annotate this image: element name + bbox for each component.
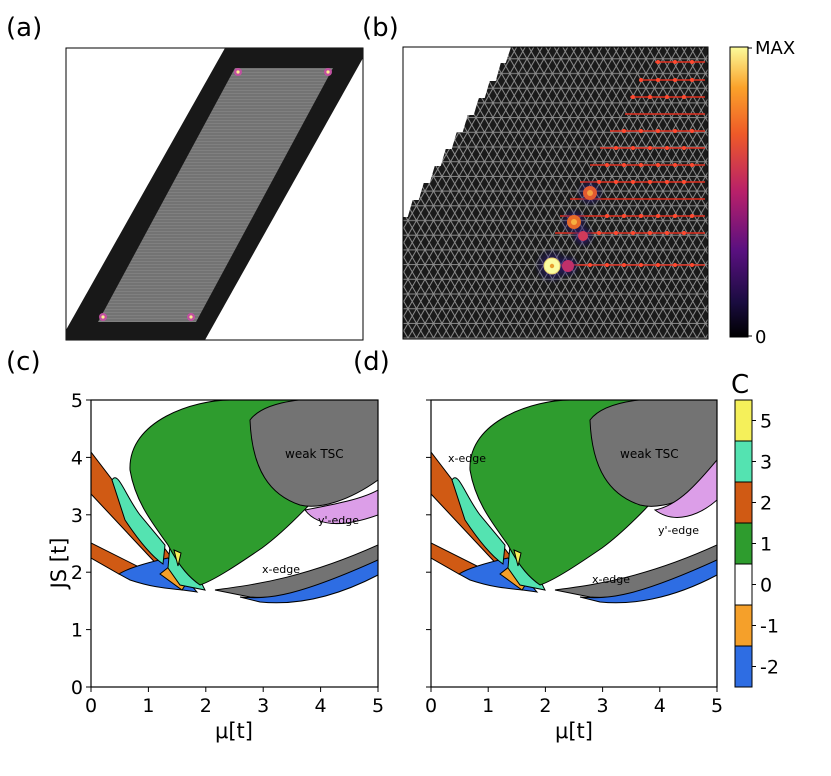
chern-cell--2 — [734, 645, 753, 688]
panel-b-frame — [402, 46, 709, 340]
chern-colorbar-cells: 5 3 2 1 0 -1 -2 — [734, 399, 779, 688]
intensity-colorbar — [729, 46, 749, 338]
x-axis-label-c: μ[t] — [215, 719, 253, 743]
chern-cell-2 — [734, 481, 753, 524]
region-yprime-edge-d — [653, 459, 717, 518]
corner-mode-density — [534, 179, 604, 284]
colorbar-max-label: MAX — [755, 38, 795, 59]
x-tick-label: 4 — [315, 695, 327, 717]
chern-colorbar-title: C — [731, 370, 749, 400]
region-c5 — [173, 549, 182, 567]
region-minus2-right — [239, 559, 378, 604]
chern-label: -1 — [760, 616, 779, 638]
x-tick-label: 5 — [372, 695, 384, 717]
y-tick-label: 0 — [71, 677, 83, 699]
x-tick-label: 1 — [142, 695, 154, 717]
chern-cell-5 — [734, 399, 753, 442]
panel-d: (d) weak TSC x-edge y'-edge x-edge 0 1 2 3 4… — [353, 347, 723, 743]
y-axis-c: 0 1 2 3 4 5 — [71, 390, 91, 699]
chern-label: 5 — [760, 411, 772, 433]
plot-c-frame — [90, 399, 379, 688]
y-tick-label: 5 — [71, 390, 83, 412]
annotation-yprime-edge-d: y'-edge — [658, 524, 699, 537]
panel-a: (a) — [6, 13, 364, 341]
vacuum-region — [402, 46, 512, 217]
chern-label: 1 — [760, 534, 772, 556]
x-axis-label-d: μ[t] — [555, 719, 593, 743]
sample-interior — [98, 68, 333, 322]
chern-label: 2 — [760, 493, 772, 515]
region-yprime-edge — [304, 489, 378, 525]
phase-diagram-c — [91, 400, 378, 604]
y-tick-label: 1 — [71, 620, 83, 642]
chern-cell-1 — [734, 522, 753, 565]
panel-b-label: (b) — [362, 13, 399, 43]
panel-c-label: (c) — [6, 347, 41, 377]
edge-sites — [588, 60, 694, 267]
x-tick-label: 5 — [711, 695, 723, 717]
annotation-weak-tsc-d: weak TSC — [620, 447, 679, 461]
annotation-x-edge-left-d: x-edge — [448, 452, 486, 465]
x-tick-label: 3 — [597, 695, 609, 717]
chern-cell--1 — [734, 604, 753, 647]
colorbar-min-label: 0 — [755, 327, 766, 348]
chern-label: -2 — [760, 657, 779, 679]
chern-label: 3 — [760, 452, 772, 474]
x-tick-label: 2 — [200, 695, 212, 717]
panel-b: (b) — [362, 13, 795, 348]
y-tick-label: 4 — [71, 447, 83, 469]
region-c5-d — [513, 549, 522, 567]
y-axis-label-c: JS [t] — [47, 538, 71, 591]
annotation-yprime-edge-c: y'-edge — [318, 514, 359, 527]
region-c3-left-d — [451, 477, 506, 565]
chern-cell-3 — [734, 440, 753, 483]
x-tick-label: 3 — [257, 695, 269, 717]
x-axis-c: 0 1 2 3 4 5 — [85, 687, 384, 717]
chern-cell-0 — [734, 563, 753, 606]
x-tick-label: 0 — [425, 695, 437, 717]
y-tick-label: 2 — [71, 562, 83, 584]
annotation-weak-tsc-c: weak TSC — [285, 447, 344, 461]
x-tick-label: 1 — [482, 695, 494, 717]
panel-d-label: (d) — [353, 347, 390, 377]
plot-d-frame — [430, 399, 718, 688]
region-c3-left — [111, 477, 166, 565]
x-tick-label: 0 — [85, 695, 97, 717]
x-tick-label: 4 — [654, 695, 666, 717]
phase-diagram-d — [431, 400, 717, 604]
y-axis-d — [426, 399, 431, 688]
panel-a-label: (a) — [6, 13, 42, 43]
annotation-x-edge-bottom-d: x-edge — [592, 573, 630, 586]
chern-label: 0 — [760, 575, 772, 597]
region-minus2-right-d — [579, 559, 717, 604]
corner-hotspots — [99, 68, 332, 321]
chern-colorbar: C 5 3 2 1 0 -1 -2 — [731, 370, 779, 688]
y-tick-label: 3 — [71, 505, 83, 527]
region-weak-tsc — [249, 400, 378, 507]
annotation-x-edge-c: x-edge — [262, 563, 300, 576]
panel-c: (c) weak TSC y'-edge x-edge 0 1 2 3 4 5 0 1 2 3 4… — [6, 347, 384, 743]
x-axis-d: 0 1 2 3 4 5 — [425, 687, 723, 717]
x-tick-label: 2 — [539, 695, 551, 717]
